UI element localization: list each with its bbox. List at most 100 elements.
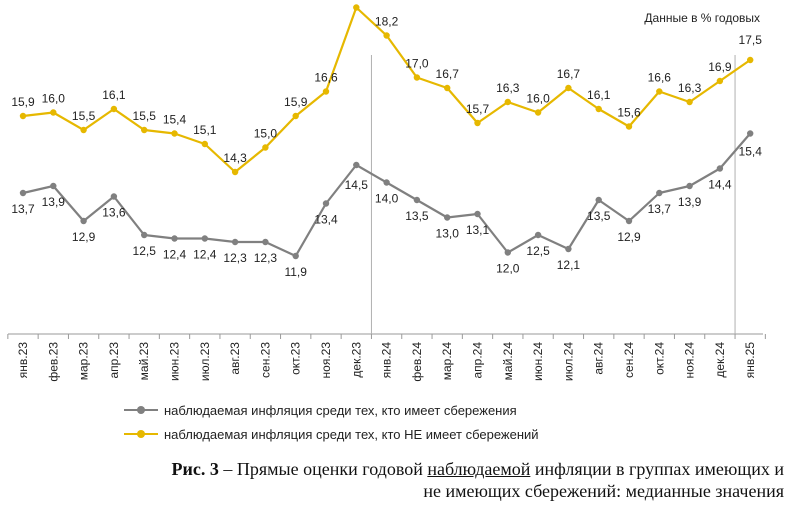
x-tick-label: июл.24	[561, 342, 575, 381]
data-label-without-savings: 15,6	[617, 106, 641, 120]
data-label-without-savings: 16,9	[708, 60, 732, 74]
data-label-without-savings: 16,0	[42, 92, 66, 106]
data-label-without-savings: 16,6	[648, 71, 672, 85]
data-point-with-savings	[80, 217, 87, 225]
x-tick-label: дек.24	[713, 342, 727, 378]
data-label-with-savings: 13,6	[102, 206, 126, 220]
data-label-with-savings: 13,0	[436, 227, 460, 241]
data-label-with-savings: 15,4	[739, 145, 763, 159]
data-label-with-savings: 14,4	[708, 178, 732, 192]
data-label-without-savings: 17,5	[739, 33, 763, 47]
data-point-with-savings	[383, 179, 390, 186]
data-point-with-savings	[50, 182, 57, 190]
data-label-with-savings: 13,9	[42, 195, 66, 209]
x-tick-label: май.23	[137, 342, 151, 381]
data-point-with-savings	[534, 231, 542, 239]
x-tick-label: июн.24	[531, 342, 545, 381]
caption-text-start: – Прямые оценки годовой	[218, 459, 428, 479]
data-label-with-savings: 12,9	[72, 230, 96, 244]
data-label-with-savings: 12,5	[526, 244, 550, 258]
data-label-with-savings: 13,7	[11, 202, 35, 216]
x-tick-label: фев.23	[46, 342, 60, 382]
data-label-with-savings: 12,3	[254, 251, 278, 265]
data-point-without-savings	[292, 112, 299, 120]
x-tick-label: мар.23	[77, 342, 91, 381]
data-label-without-savings: 15,4	[163, 113, 187, 127]
x-tick-label: янв.25	[743, 342, 757, 379]
data-point-with-savings	[656, 189, 663, 197]
data-label-with-savings: 13,5	[587, 209, 611, 223]
x-tick-label: авг.24	[592, 342, 606, 375]
data-point-without-savings	[353, 4, 360, 11]
data-label-with-savings: 11,9	[284, 265, 307, 279]
data-point-without-savings	[716, 77, 724, 85]
x-tick-label: ноя.23	[319, 342, 333, 379]
line-chart: янв.23 фев.23 мар.23 апр.23 май.23 июн.23 июл.…	[7, 4, 766, 382]
data-point-with-savings	[141, 231, 148, 239]
legend-label-with-savings: наблюдаемая инфляция среди тех, кто имее…	[164, 402, 517, 418]
data-point-with-savings	[625, 217, 633, 225]
data-label-with-savings: 14,0	[375, 192, 399, 206]
data-label-with-savings: 14,5	[345, 178, 369, 192]
data-label-without-savings: 17,0	[405, 57, 429, 71]
data-point-with-savings	[322, 200, 330, 207]
data-point-with-savings	[19, 189, 27, 197]
data-label-without-savings: 16,3	[678, 81, 702, 95]
data-point-with-savings	[444, 214, 451, 221]
data-label-with-savings: 12,4	[193, 248, 217, 262]
data-label-without-savings: 16,0	[526, 92, 550, 106]
series-line-without-savings	[22, 6, 751, 174]
x-tick-label: окт.23	[289, 342, 303, 375]
data-point-without-savings	[231, 168, 239, 176]
data-point-with-savings	[262, 238, 269, 246]
unit-note: Данные в % годовых	[644, 11, 760, 25]
data-label-without-savings: 15,5	[72, 109, 96, 123]
data-point-without-savings	[262, 144, 269, 151]
data-label-without-savings: 15,0	[254, 127, 278, 141]
data-point-without-savings	[50, 109, 57, 116]
data-label-without-savings: 16,1	[102, 88, 126, 102]
data-point-with-savings	[565, 245, 572, 253]
x-tick-label: апр.24	[471, 342, 485, 379]
data-point-with-savings	[110, 193, 118, 200]
data-label-with-savings: 12,1	[557, 258, 581, 272]
data-point-with-savings	[231, 238, 239, 246]
data-label-without-savings: 15,7	[466, 102, 490, 116]
data-label-with-savings: 12,5	[133, 244, 157, 258]
data-label-with-savings: 13,9	[678, 195, 702, 209]
data-point-without-savings	[504, 98, 511, 106]
data-point-without-savings	[80, 126, 87, 134]
data-point-without-savings	[110, 105, 118, 113]
x-tick-label: янв.24	[380, 342, 394, 379]
data-label-with-savings: 13,7	[648, 202, 672, 216]
data-point-with-savings	[292, 252, 299, 260]
data-point-without-savings	[565, 84, 572, 92]
data-point-without-savings	[444, 84, 451, 92]
data-point-without-savings	[625, 123, 633, 130]
legend-label-without-savings: наблюдаемая инфляция среди тех, кто НЕ и…	[164, 426, 539, 442]
data-point-without-savings	[686, 98, 693, 106]
data-point-with-savings	[474, 210, 481, 218]
data-point-without-savings	[19, 112, 27, 120]
figure-caption: Рис. 3 – Прямые оценки годовой наблюдаем…	[164, 458, 784, 502]
data-label-with-savings: 12,9	[617, 230, 641, 244]
x-tick-label: июн.23	[168, 342, 182, 381]
chart-legend: наблюдаемая инфляция среди тех, кто имее…	[124, 398, 539, 446]
x-tick-label: апр.23	[107, 342, 121, 379]
data-point-with-savings	[201, 235, 208, 242]
data-label-without-savings: 15,9	[11, 95, 35, 109]
data-point-without-savings	[383, 32, 390, 39]
data-label-without-savings: 16,7	[436, 67, 460, 81]
data-point-with-savings	[716, 165, 724, 172]
data-label-without-savings: 15,1	[193, 123, 217, 137]
data-label-without-savings: 18,2	[375, 15, 399, 29]
caption-text-end: инфляции в группах имеющих и не имеющих …	[423, 459, 784, 501]
caption-underlined-word: наблюдаемой	[427, 459, 531, 479]
data-label-without-savings: 16,3	[496, 81, 520, 95]
data-point-without-savings	[474, 119, 481, 127]
data-point-without-savings	[322, 88, 330, 95]
x-tick-label: мар.24	[440, 342, 454, 381]
data-point-without-savings	[656, 88, 663, 95]
data-label-with-savings: 13,1	[466, 223, 490, 237]
x-tick-label: май.24	[501, 342, 515, 381]
